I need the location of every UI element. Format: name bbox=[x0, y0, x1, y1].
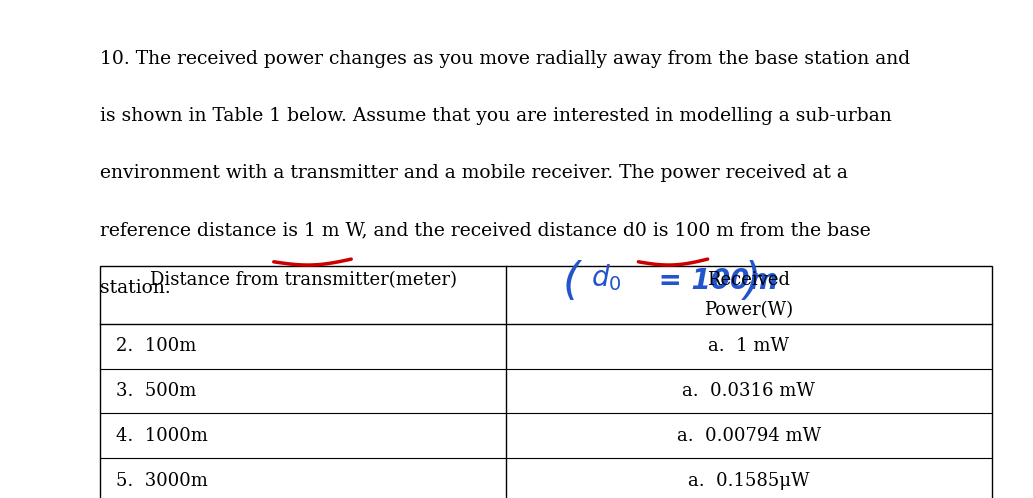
Text: a.  1 mW: a. 1 mW bbox=[709, 337, 789, 355]
Text: = 100m: = 100m bbox=[649, 267, 778, 295]
Text: (: ( bbox=[563, 260, 581, 303]
Text: Distance from transmitter(meter): Distance from transmitter(meter) bbox=[150, 271, 457, 289]
Text: a.  0.0316 mW: a. 0.0316 mW bbox=[683, 382, 815, 400]
Text: reference distance is 1 m W, and the received distance d0 is 100 m from the base: reference distance is 1 m W, and the rec… bbox=[100, 222, 871, 240]
Text: environment with a transmitter and a mobile receiver. The power received at a: environment with a transmitter and a mob… bbox=[100, 164, 848, 182]
Text: 5.  3000m: 5. 3000m bbox=[116, 472, 208, 490]
Text: 10. The received power changes as you move radially away from the base station a: 10. The received power changes as you mo… bbox=[100, 50, 910, 68]
Text: 2.  100m: 2. 100m bbox=[116, 337, 196, 355]
Text: $d_0$: $d_0$ bbox=[591, 262, 622, 293]
Text: 3.  500m: 3. 500m bbox=[116, 382, 196, 400]
Text: 4.  1000m: 4. 1000m bbox=[116, 427, 208, 445]
Text: Received
Power(W): Received Power(W) bbox=[705, 271, 793, 319]
Text: a.  0.1585μW: a. 0.1585μW bbox=[688, 472, 810, 490]
Bar bbox=[100, 266, 992, 498]
Text: ): ) bbox=[744, 260, 761, 303]
Text: station.: station. bbox=[100, 279, 170, 297]
Text: a.  0.00794 mW: a. 0.00794 mW bbox=[677, 427, 821, 445]
Text: is shown in Table 1 below. Assume that you are interested in modelling a sub-urb: is shown in Table 1 below. Assume that y… bbox=[100, 107, 891, 125]
